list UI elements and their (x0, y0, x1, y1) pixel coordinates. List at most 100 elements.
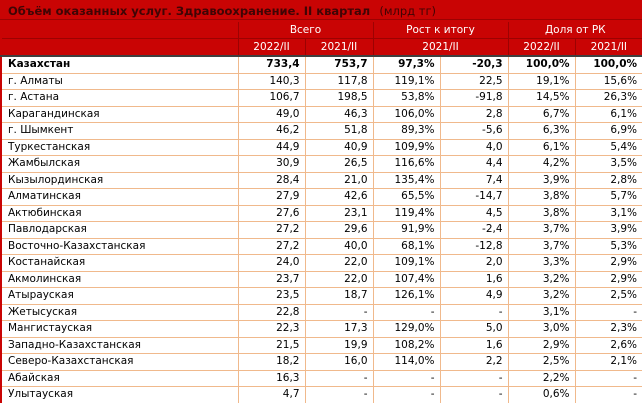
value-cell: 2,3% (574, 320, 642, 338)
value-cell: 18,7 (304, 287, 374, 305)
value-cell: 107,4% (372, 270, 441, 288)
value-cell: 26,3% (574, 89, 642, 107)
sub-header-row: 2022/II 2021/II 2021/II 2022/II 2021/II (0, 38, 642, 57)
region-cell: Костанайская (0, 254, 239, 272)
value-cell: 100,0% (574, 55, 642, 74)
value-cell: 27,6 (237, 204, 306, 222)
value-cell: -2,4 (439, 221, 509, 239)
value-cell: 114,0% (372, 353, 441, 371)
value-cell: 4,2% (507, 155, 576, 173)
report-title-bar: Объём оказанных услуг. Здравоохранение. … (0, 0, 642, 20)
value-cell: 106,0% (372, 105, 441, 123)
value-cell: 22,3 (237, 320, 306, 338)
value-cell: 6,7% (507, 105, 576, 123)
value-cell: 3,1% (574, 204, 642, 222)
table-row: Акмолинская 23,7 22,0 107,4% 1,6 3,2% 2,… (0, 270, 642, 288)
value-cell: 6,1% (507, 138, 576, 156)
value-cell: 7,4 (439, 171, 509, 189)
table-row: Павлодарская 27,2 29,6 91,9% -2,4 3,7% 3… (0, 221, 642, 239)
region-cell: Казахстан (0, 55, 239, 74)
value-cell: 30,9 (237, 155, 306, 173)
value-cell: 3,3% (507, 254, 576, 272)
value-cell: 14,5% (507, 89, 576, 107)
value-cell: 1,6 (439, 336, 509, 354)
value-cell: 2,1% (574, 353, 642, 371)
table-row: г. Шымкент 46,2 51,8 89,3% -5,6 6,3% 6,9… (0, 122, 642, 140)
value-cell: 44,9 (237, 138, 306, 156)
table-row: Улытауская 4,7 - - - 0,6% - (0, 386, 642, 403)
region-cell: Акмолинская (0, 270, 239, 288)
value-cell: 5,7% (574, 188, 642, 206)
value-cell: 3,7% (507, 221, 576, 239)
region-cell: Абайская (0, 369, 239, 387)
region-cell: Алматинская (0, 188, 239, 206)
value-cell: 119,4% (372, 204, 441, 222)
region-cell: Мангистауская (0, 320, 239, 338)
value-cell: -20,3 (439, 55, 509, 74)
value-cell: 6,1% (574, 105, 642, 123)
col-group-share: Доля от РК (507, 20, 642, 39)
value-cell: 100,0% (507, 55, 576, 74)
value-cell: 18,2 (237, 353, 306, 371)
value-cell: 198,5 (304, 89, 374, 107)
group-header-row: Всего Рост к итогу Доля от РК (0, 20, 642, 39)
value-cell: 3,0% (507, 320, 576, 338)
value-cell: 5,4% (574, 138, 642, 156)
table-row: Атырауская 23,5 18,7 126,1% 4,9 3,2% 2,5… (0, 287, 642, 305)
value-cell: 51,8 (304, 122, 374, 140)
value-cell: 3,8% (507, 204, 576, 222)
value-cell: 116,6% (372, 155, 441, 173)
table-row: Актюбинская 27,6 23,1 119,4% 4,5 3,8% 3,… (0, 204, 642, 222)
value-cell: 40,0 (304, 237, 374, 255)
value-cell: 2,5% (574, 287, 642, 305)
value-cell: 733,4 (237, 55, 306, 74)
subheader-total-2021: 2021/II (304, 38, 374, 57)
value-cell: 2,0 (439, 254, 509, 272)
region-cell: Жетысуская (0, 303, 239, 321)
data-table: Всего Рост к итогу Доля от РК 2022/II 20… (0, 20, 642, 403)
region-cell: Туркестанская (0, 138, 239, 156)
region-cell: Западно-Казахстанская (0, 336, 239, 354)
table-row: Кызылординская 28,4 21,0 135,4% 7,4 3,9%… (0, 171, 642, 189)
value-cell: 91,9% (372, 221, 441, 239)
value-cell: -91,8 (439, 89, 509, 107)
table-header: Всего Рост к итогу Доля от РК 2022/II 20… (0, 20, 642, 57)
value-cell: 753,7 (304, 55, 374, 74)
table-row: Абайская 16,3 - - - 2,2% - (0, 369, 642, 387)
value-cell: 4,5 (439, 204, 509, 222)
value-cell: 4,4 (439, 155, 509, 173)
value-cell: 19,9 (304, 336, 374, 354)
value-cell: 0,6% (507, 386, 576, 403)
region-cell: Восточно-Казахстанская (0, 237, 239, 255)
region-cell: г. Алматы (0, 72, 239, 90)
table-row: Северо-Казахстанская 18,2 16,0 114,0% 2,… (0, 353, 642, 371)
region-cell: Жамбылская (0, 155, 239, 173)
value-cell: 15,6% (574, 72, 642, 90)
subheader-total-2022: 2022/II (237, 38, 306, 57)
value-cell: - (372, 369, 441, 387)
subheader-share-2021: 2021/II (574, 38, 642, 57)
value-cell: 46,2 (237, 122, 306, 140)
value-cell: 97,3% (372, 55, 441, 74)
col-group-growth: Рост к итогу (372, 20, 509, 39)
region-column-subheader (0, 38, 239, 57)
value-cell: - (574, 369, 642, 387)
value-cell: 3,9% (507, 171, 576, 189)
value-cell: 3,1% (507, 303, 576, 321)
value-cell: 53,8% (372, 89, 441, 107)
value-cell: 4,9 (439, 287, 509, 305)
value-cell: -12,8 (439, 237, 509, 255)
value-cell: 109,1% (372, 254, 441, 272)
value-cell: 4,7 (237, 386, 306, 403)
value-cell: 23,5 (237, 287, 306, 305)
region-cell: Карагандинская (0, 105, 239, 123)
value-cell: 4,0 (439, 138, 509, 156)
value-cell: 89,3% (372, 122, 441, 140)
value-cell: - (574, 386, 642, 403)
value-cell: 2,6% (574, 336, 642, 354)
table-row: Казахстан 733,4 753,7 97,3% -20,3 100,0%… (0, 55, 642, 74)
table-row: Карагандинская 49,0 46,3 106,0% 2,8 6,7%… (0, 105, 642, 123)
value-cell: - (304, 369, 374, 387)
value-cell: 16,0 (304, 353, 374, 371)
